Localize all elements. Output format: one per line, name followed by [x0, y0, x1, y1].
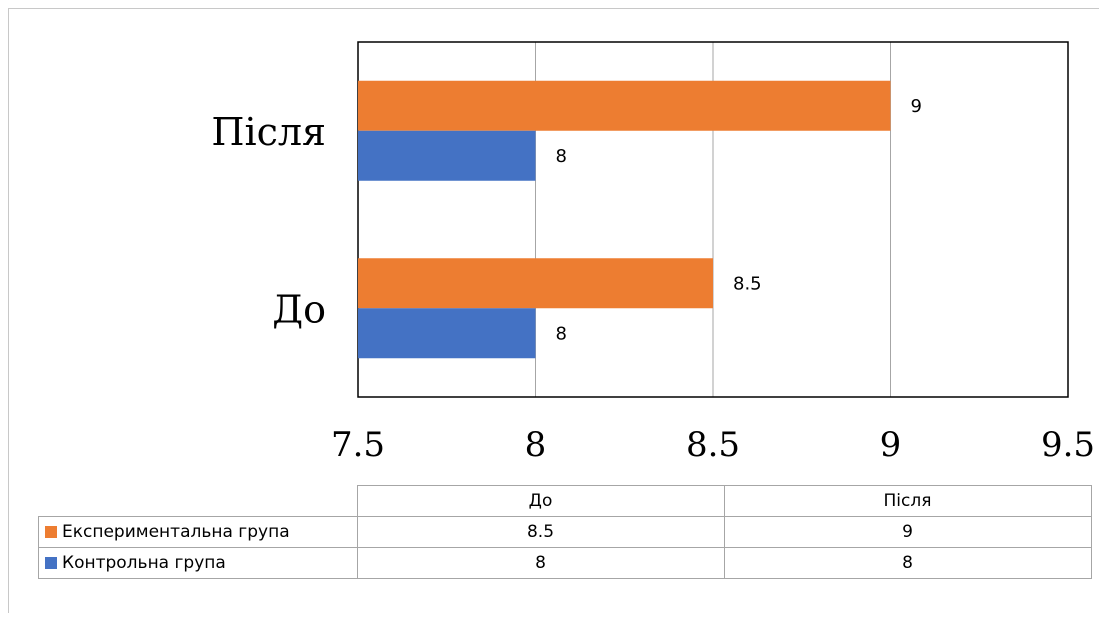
x-tick-label: 9.5 — [1041, 425, 1095, 465]
data-table-row-header: Контрольна група — [38, 547, 358, 579]
bar — [358, 80, 891, 131]
data-table-row-control: Контрольна група 8 8 — [38, 547, 1092, 579]
bar — [358, 130, 536, 181]
legend-label-control: Контрольна група — [62, 553, 226, 573]
chart-frame — [8, 8, 1099, 613]
tick-labels: 7.5 8 8.5 9 9.5 — [331, 425, 1095, 465]
data-table: До Після Експериментальна група 8.5 9 Ко… — [38, 485, 1092, 579]
category-label: Після — [211, 110, 326, 154]
data-table-cell: 8.5 — [356, 516, 725, 548]
data-table-row-experimental: Експериментальна група 8.5 9 — [38, 516, 1092, 548]
data-table-cell: 8 — [723, 547, 1092, 579]
data-table-row-header: Експериментальна група — [38, 516, 358, 548]
data-label: 8 — [556, 146, 567, 167]
data-table-cell: 8 — [356, 547, 725, 579]
data-table-corner — [38, 485, 358, 517]
data-table-header-row: До Після — [38, 485, 1092, 517]
data-label: 8 — [556, 323, 567, 344]
data-table-cell: 9 — [723, 516, 1092, 548]
data-table-column-do: До — [356, 485, 725, 517]
data-table-column-pislia: Після — [723, 485, 1092, 517]
legend-swatch-experimental — [45, 526, 57, 538]
category-label: До — [272, 287, 326, 331]
x-tick-label: 7.5 — [331, 425, 385, 465]
plot-area — [357, 41, 1069, 398]
x-tick-label: 8 — [525, 425, 547, 465]
bars — [358, 80, 891, 359]
legend-swatch-control — [45, 557, 57, 569]
bar — [358, 308, 536, 359]
category-labels: Після До — [211, 110, 326, 332]
data-label: 8.5 — [733, 273, 762, 294]
data-label: 9 — [911, 96, 922, 117]
data-labels: 988.58 — [556, 96, 922, 345]
legend-label-experimental: Експериментальна група — [62, 522, 290, 542]
x-tick-label: 9 — [880, 425, 902, 465]
x-tick-label: 8.5 — [686, 425, 740, 465]
bar — [358, 258, 713, 309]
